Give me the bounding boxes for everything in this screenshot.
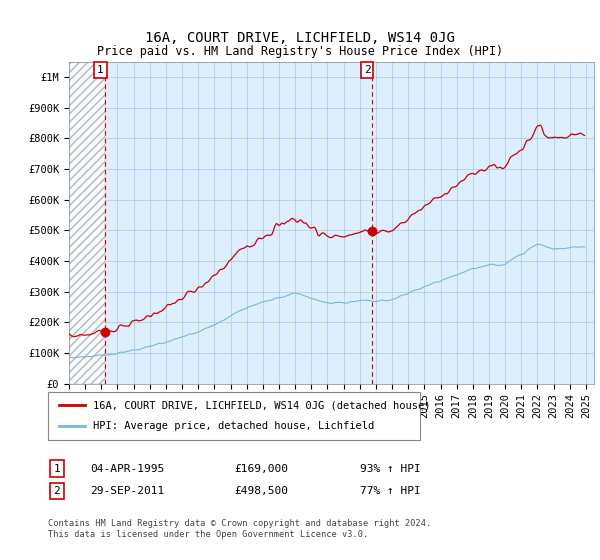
Text: Contains HM Land Registry data © Crown copyright and database right 2024.
This d: Contains HM Land Registry data © Crown c…: [48, 519, 431, 539]
Text: 16A, COURT DRIVE, LICHFIELD, WS14 0JG: 16A, COURT DRIVE, LICHFIELD, WS14 0JG: [145, 31, 455, 45]
Text: 2: 2: [53, 486, 61, 496]
Text: 04-APR-1995: 04-APR-1995: [90, 464, 164, 474]
Text: 1: 1: [97, 65, 104, 75]
Text: 2: 2: [364, 65, 370, 75]
Text: 16A, COURT DRIVE, LICHFIELD, WS14 0JG (detached house): 16A, COURT DRIVE, LICHFIELD, WS14 0JG (d…: [92, 400, 430, 410]
Text: 77% ↑ HPI: 77% ↑ HPI: [360, 486, 421, 496]
Text: 29-SEP-2011: 29-SEP-2011: [90, 486, 164, 496]
Text: 93% ↑ HPI: 93% ↑ HPI: [360, 464, 421, 474]
FancyBboxPatch shape: [48, 392, 420, 440]
Text: HPI: Average price, detached house, Lichfield: HPI: Average price, detached house, Lich…: [92, 421, 374, 431]
Text: £498,500: £498,500: [234, 486, 288, 496]
Text: £169,000: £169,000: [234, 464, 288, 474]
Text: Price paid vs. HM Land Registry's House Price Index (HPI): Price paid vs. HM Land Registry's House …: [97, 45, 503, 58]
Text: 1: 1: [53, 464, 61, 474]
